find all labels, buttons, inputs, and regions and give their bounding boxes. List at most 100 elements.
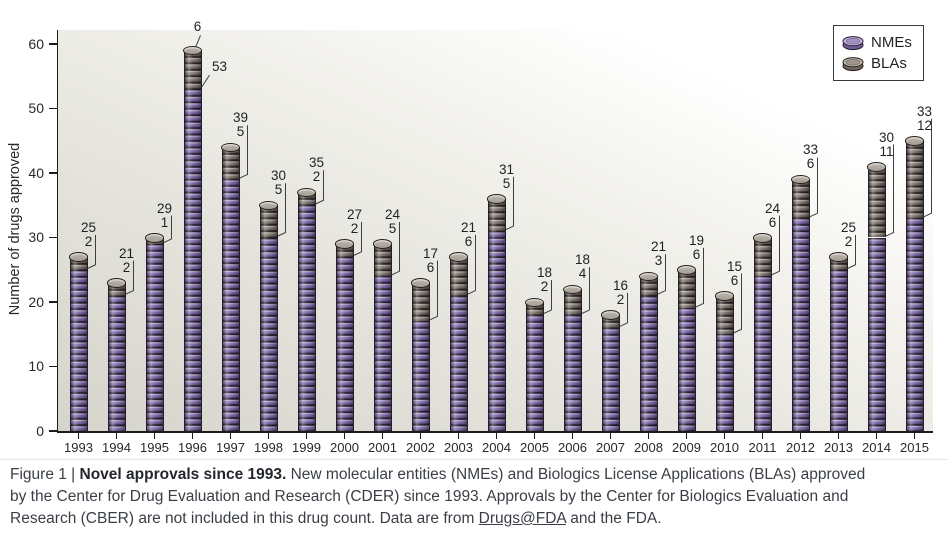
bar-label-2006-blas: 4 xyxy=(578,266,587,282)
bar-label-2000-blas: 2 xyxy=(350,220,359,236)
bar-2015-blas xyxy=(905,140,924,219)
bar-2013-nmes xyxy=(829,269,848,431)
x-tick-label-2007: 2007 xyxy=(596,440,625,455)
bar-1993-nmes xyxy=(69,269,88,431)
bar-label-2004-nmes: 31 xyxy=(498,161,515,177)
bar-label-1999-nmes: 35 xyxy=(308,155,325,171)
bar-label-2001: 24 5 xyxy=(376,207,410,236)
x-tick-label-1994: 1994 xyxy=(102,440,131,455)
bar-label-1996-blas: 6 xyxy=(193,19,202,35)
y-tick-label-10: 10 xyxy=(28,358,44,374)
bar-1993-cap xyxy=(69,252,88,262)
x-tick-label-2006: 2006 xyxy=(558,440,587,455)
x-tick-2013 xyxy=(837,431,840,439)
bar-label-2010-nmes: 15 xyxy=(726,258,743,274)
bar-1998-blas xyxy=(259,205,278,238)
figure-caption: Figure 1 | Novel approvals since 1993. N… xyxy=(10,464,942,530)
bar-1998-nmes xyxy=(259,237,278,431)
bar-label-2010-blas: 6 xyxy=(730,272,739,288)
bar-2004-cap xyxy=(487,194,506,204)
bar-label-1995-blas: 1 xyxy=(160,214,169,230)
x-tick-2009 xyxy=(685,431,688,439)
bar-label-2011: 24 6 xyxy=(756,200,790,230)
bar-label-2003: 21 6 xyxy=(452,219,486,249)
bar-1996-blas xyxy=(183,50,202,90)
bar-2014-nmes xyxy=(867,237,886,431)
bar-label-1997: 39 5 xyxy=(224,111,258,139)
bar-2005-cap xyxy=(525,297,544,307)
bar-label-2013: 25 2 xyxy=(832,219,866,249)
bar-2002-blas xyxy=(411,282,430,322)
bar-1997-cap xyxy=(221,142,240,153)
bar-label-2004: 31 5 xyxy=(490,161,524,191)
x-tick-1993 xyxy=(77,431,80,439)
bar-1998-cap xyxy=(259,200,278,211)
drugs-at-fda-link[interactable]: Drugs@FDA xyxy=(478,510,566,527)
bar-label-2014-blas: 11 xyxy=(879,143,894,159)
bar-label-1994-nmes: 21 xyxy=(118,245,135,261)
bar-1999-nmes xyxy=(297,205,316,431)
caption-title: Novel approvals since 1993. xyxy=(79,466,287,483)
bar-2011-nmes xyxy=(753,276,772,431)
bar-label-2003-blas: 6 xyxy=(464,233,473,249)
bar-label-2011-nmes: 24 xyxy=(764,200,781,216)
bar-2010-blas xyxy=(715,295,734,335)
bar-label-2004-blas: 5 xyxy=(502,175,511,191)
bar-2014-cap xyxy=(867,162,886,172)
caption-prefix: Figure 1 | xyxy=(10,466,80,483)
x-tick-label-2005: 2005 xyxy=(520,440,549,455)
bar-label-1994: 21 2 xyxy=(110,245,144,275)
bar-2006-cap xyxy=(563,284,582,295)
y-tick-label-30: 30 xyxy=(28,229,44,245)
bar-label-1993: 25 2 xyxy=(72,220,106,249)
bar-label-2010: 15 6 xyxy=(718,258,752,288)
caption-line3-pre: Research (CBER) are not included in this… xyxy=(10,510,479,527)
x-tick-label-2001: 2001 xyxy=(368,440,397,455)
bar-label-2002-nmes: 17 xyxy=(422,245,439,261)
x-tick-1996 xyxy=(191,431,194,439)
bar-2006-nmes xyxy=(563,314,582,431)
bar-label-2013-blas: 2 xyxy=(844,233,853,249)
x-tick-label-2008: 2008 xyxy=(634,440,663,455)
legend-coin-icon-blas xyxy=(842,56,864,71)
bar-label-1993-blas: 2 xyxy=(84,233,93,249)
caption-line2: by the Center for Drug Evaluation and Re… xyxy=(10,488,849,505)
x-tick-label-2014: 2014 xyxy=(862,440,891,455)
bar-label-2000-nmes: 27 xyxy=(346,206,363,222)
bar-label-2007-nmes: 16 xyxy=(612,277,629,293)
bar-label-1995: 29 1 xyxy=(148,200,182,230)
bar-2001-nmes xyxy=(373,276,392,431)
x-tick-2014 xyxy=(875,431,878,439)
bar-label-2005: 18 2 xyxy=(528,266,562,294)
x-tick-1999 xyxy=(305,431,308,439)
y-tick-40 xyxy=(48,172,57,174)
bar-label-2011-blas: 6 xyxy=(768,214,777,230)
y-tick-label-0: 0 xyxy=(36,422,44,439)
legend-label-nmes: NMEs xyxy=(871,34,912,51)
bar-label-1997-blas: 5 xyxy=(236,124,245,140)
bar-label-2003-nmes: 21 xyxy=(460,219,477,235)
y-tick-0 xyxy=(48,430,57,432)
x-tick-1995 xyxy=(153,431,156,439)
bar-label-2015: 33 12 xyxy=(908,103,942,133)
bar-2000-nmes xyxy=(335,256,354,431)
x-tick-2003 xyxy=(457,431,460,439)
bar-label-2005-blas: 2 xyxy=(540,279,549,294)
legend-entry-nmes: NMEs xyxy=(841,32,915,53)
x-tick-label-2003: 2003 xyxy=(444,440,473,455)
x-tick-2008 xyxy=(647,431,650,439)
bar-label-1995-nmes: 29 xyxy=(156,200,173,216)
x-tick-label-2009: 2009 xyxy=(672,440,701,455)
bar-label-1996-nmes: 53 xyxy=(211,59,228,75)
bar-2013-cap xyxy=(829,252,848,262)
bar-2009-cap xyxy=(677,265,696,275)
bar-label-2015-nmes: 33 xyxy=(916,103,933,119)
bar-1995-nmes xyxy=(145,243,164,431)
x-tick-label-1998: 1998 xyxy=(254,440,283,455)
bar-label-2007: 16 2 xyxy=(604,277,638,307)
bar-1997-blas xyxy=(221,147,240,180)
bar-label-2013-nmes: 25 xyxy=(840,219,857,235)
bar-2008-nmes xyxy=(639,295,658,431)
bar-label-1997-nmes: 39 xyxy=(232,110,249,126)
